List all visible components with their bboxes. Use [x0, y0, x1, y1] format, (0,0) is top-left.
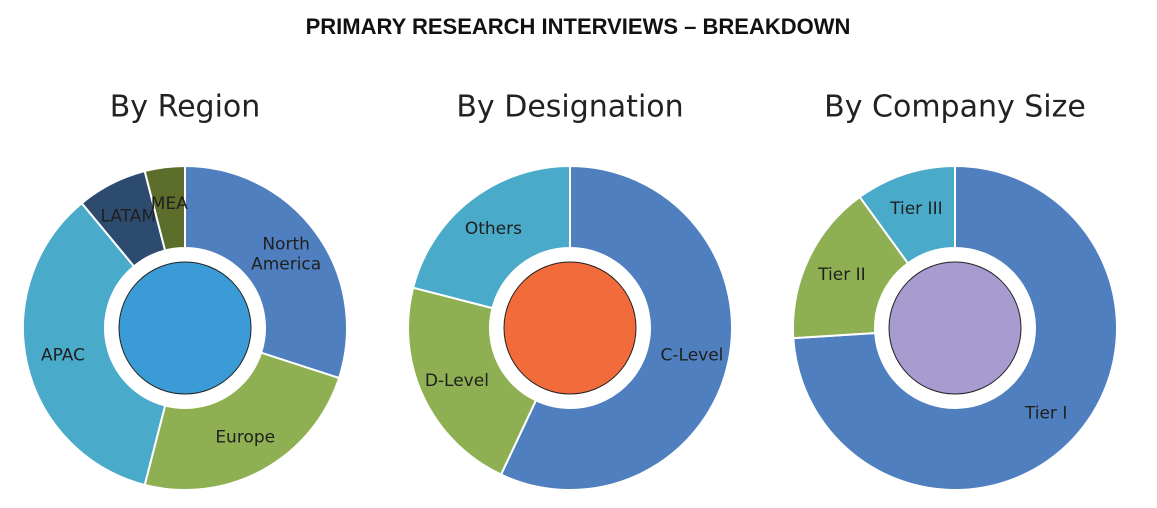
chart-subtitle: By Region [110, 90, 261, 125]
segment-label: Tier I [1024, 404, 1067, 424]
segment-label: Others [465, 219, 522, 239]
segment-label: Europe [215, 428, 275, 448]
page-title: PRIMARY RESEARCH INTERVIEWS – BREAKDOWN [306, 14, 851, 39]
segment-label: Tier II [817, 265, 865, 285]
chart-subtitle: By Designation [456, 90, 683, 125]
center-icon [503, 261, 637, 395]
segment-label: North America [251, 235, 321, 275]
segment-label: APAC [41, 345, 85, 365]
segment-label: C-Level [661, 345, 724, 365]
center-icon [888, 261, 1022, 395]
segment-label: Tier III [889, 199, 942, 219]
segment-label: LATAM [100, 207, 156, 227]
segment-label: D-Level [425, 371, 489, 391]
chart-subtitle: By Company Size [824, 90, 1086, 125]
center-icon [118, 261, 252, 395]
donut-segment [411, 164, 571, 310]
segment-label: MEA [151, 194, 188, 214]
